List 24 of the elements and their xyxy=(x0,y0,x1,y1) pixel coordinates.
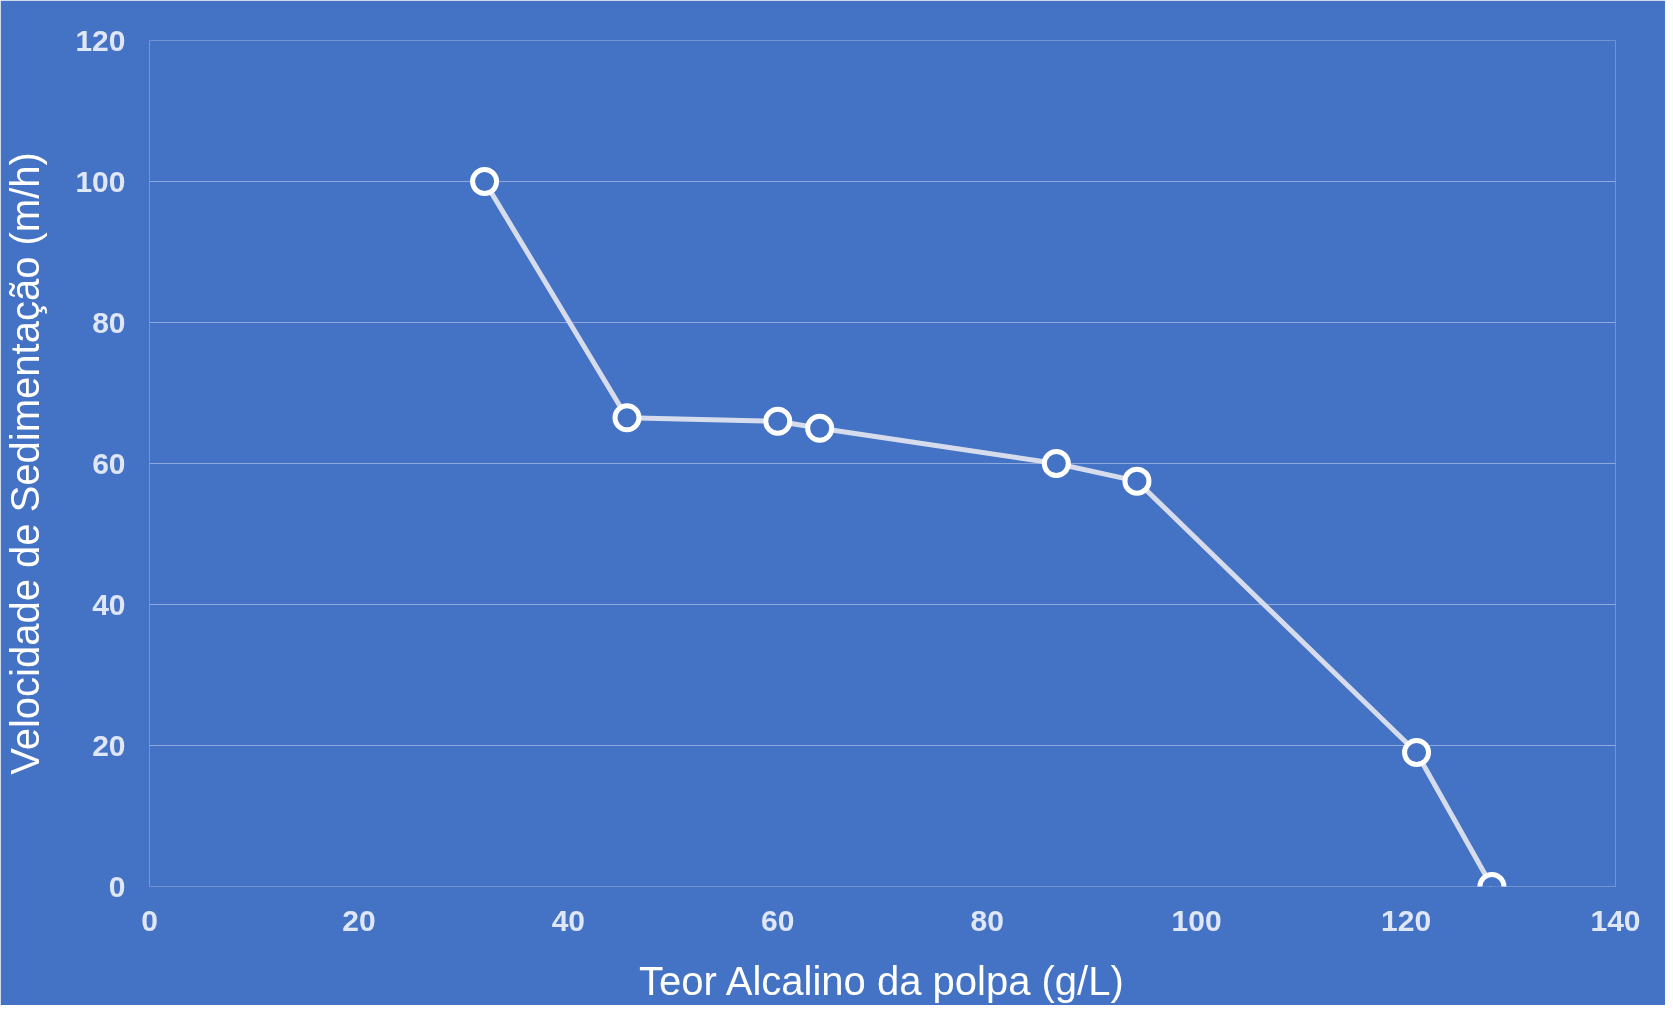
y-tick-label: 80 xyxy=(92,305,126,339)
x-tick-label: 120 xyxy=(1381,903,1432,937)
y-tick-label: 100 xyxy=(75,164,126,198)
x-tick-label: 60 xyxy=(761,903,795,937)
x-tick-label: 80 xyxy=(970,903,1004,937)
x-axis-title: Teor Alcalino da polpa (g/L) xyxy=(639,958,1124,1003)
point xyxy=(470,167,500,196)
y-tick-label: 60 xyxy=(92,446,126,480)
x-tick-label: 0 xyxy=(141,903,158,937)
point xyxy=(763,406,793,436)
x-tick-label: 40 xyxy=(551,903,586,937)
y-axis-title: Velocidade de Sedimentação (m/h) xyxy=(3,152,48,775)
x-tick-label: 140 xyxy=(1590,903,1641,937)
point xyxy=(612,403,642,433)
point xyxy=(1122,466,1152,496)
y-tick-label: 40 xyxy=(92,587,126,621)
point xyxy=(805,413,835,443)
y-tick-label: 0 xyxy=(108,869,126,903)
x-tick-label: 20 xyxy=(342,903,376,937)
y-tick-label: 20 xyxy=(92,728,126,762)
x-tick-label: 100 xyxy=(1171,903,1222,937)
y-tick-label: 120 xyxy=(75,23,126,57)
point xyxy=(1402,738,1432,768)
point xyxy=(1041,449,1071,478)
